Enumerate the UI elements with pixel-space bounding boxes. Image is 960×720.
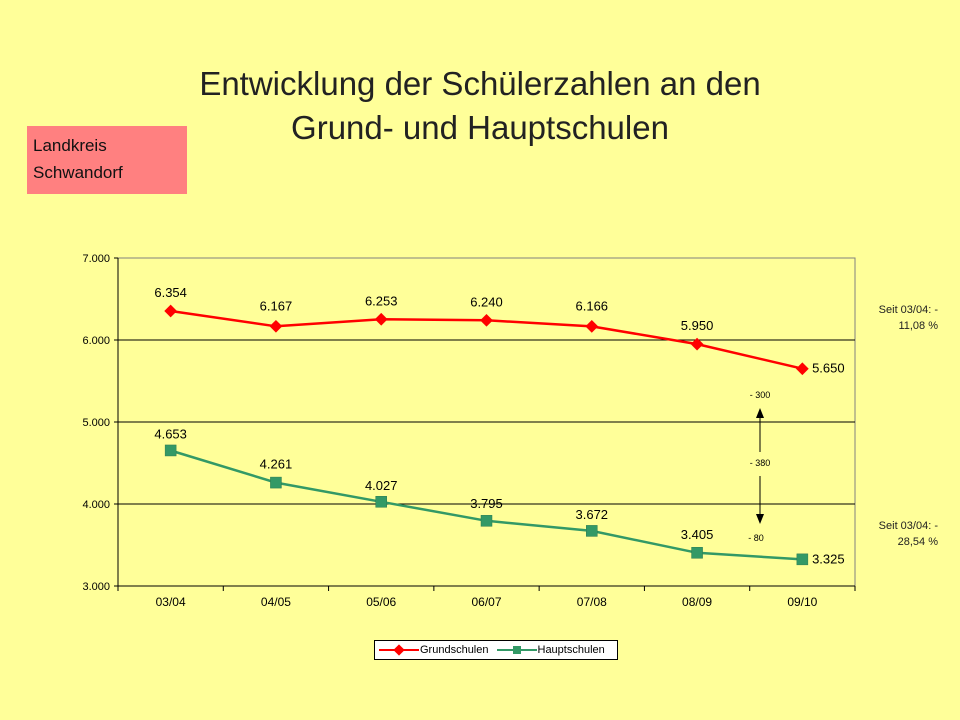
grundschulen-point xyxy=(269,319,283,333)
grundschulen-data-label: 5.650 xyxy=(812,361,845,376)
hauptschulen-point xyxy=(796,553,809,566)
grundschulen-point xyxy=(374,312,388,326)
hauptschulen-point xyxy=(375,496,387,508)
hauptschulen-point xyxy=(270,476,282,489)
x-tick-label: 08/09 xyxy=(682,595,712,609)
grundschulen-data-label: 6.253 xyxy=(365,293,398,308)
hauptschulen-point xyxy=(480,515,493,527)
x-tick-label: 03/04 xyxy=(156,595,186,609)
hauptschulen-data-label: 4.653 xyxy=(154,426,187,441)
grundschulen-point xyxy=(164,304,178,318)
x-tick-label: 09/10 xyxy=(787,595,817,609)
region-line-1: Landkreis xyxy=(33,136,107,155)
annotation-bottom: - 80 xyxy=(748,533,764,543)
grundschulen-data-label: 6.240 xyxy=(470,294,503,309)
note-hauptschulen: Seit 03/04: - 28,54 % xyxy=(878,520,938,548)
hauptschulen-data-label: 4.261 xyxy=(260,457,293,472)
x-tick-label: 05/06 xyxy=(366,595,396,609)
x-tick-label: 07/08 xyxy=(577,595,607,609)
hauptschulen-point xyxy=(164,444,177,457)
title-line-2: Grund- und Hauptschulen xyxy=(291,109,669,146)
title-line-1: Entwicklung der Schülerzahlen an den xyxy=(199,65,761,102)
hauptschulen-data-label: 3.325 xyxy=(812,551,845,566)
grundschulen-data-label: 6.354 xyxy=(154,285,187,300)
arrow-up-head xyxy=(756,408,764,418)
region-label: Landkreis Schwandorf xyxy=(27,126,187,194)
legend-swatch-hauptschulen xyxy=(496,644,537,656)
grundschulen-data-label: 6.167 xyxy=(260,298,293,313)
grundschulen-data-label: 6.166 xyxy=(576,298,609,313)
y-tick-label: 6.000 xyxy=(82,335,110,347)
annotation-middle: - 380 xyxy=(750,458,771,468)
legend: Grundschulen Hauptschulen xyxy=(374,640,618,660)
x-tick-label: 04/05 xyxy=(261,595,291,609)
hauptschulen-data-label: 3.405 xyxy=(681,527,714,542)
grundschulen-point xyxy=(480,313,493,327)
note-grundschulen: Seit 03/04: - 11,08 % xyxy=(878,304,938,332)
annotation-top: - 300 xyxy=(750,390,771,400)
region-line-2: Schwandorf xyxy=(33,163,123,182)
y-tick-label: 4.000 xyxy=(82,499,110,511)
grundschulen-data-label: 5.950 xyxy=(681,318,714,333)
hauptschulen-data-label: 3.795 xyxy=(470,496,503,511)
y-tick-label: 7.000 xyxy=(82,253,110,265)
legend-label-grundschulen: Grundschulen xyxy=(420,644,489,656)
y-tick-label: 3.000 xyxy=(82,581,110,593)
hauptschulen-data-label: 4.027 xyxy=(365,478,398,493)
legend-item-hauptschulen: Hauptschulen xyxy=(496,644,609,656)
chart-title: Entwicklung der Schülerzahlen an den Gru… xyxy=(80,62,880,150)
y-tick-label: 5.000 xyxy=(82,417,110,429)
hauptschulen-point xyxy=(691,547,703,559)
hauptschulen-data-label: 3.672 xyxy=(576,507,609,522)
arrow-down-head xyxy=(756,514,764,524)
legend-label-hauptschulen: Hauptschulen xyxy=(537,644,605,656)
legend-item-grundschulen: Grundschulen xyxy=(379,644,493,656)
hauptschulen-point xyxy=(586,525,598,537)
x-tick-label: 06/07 xyxy=(471,595,501,609)
legend-swatch-grundschulen xyxy=(379,644,419,656)
